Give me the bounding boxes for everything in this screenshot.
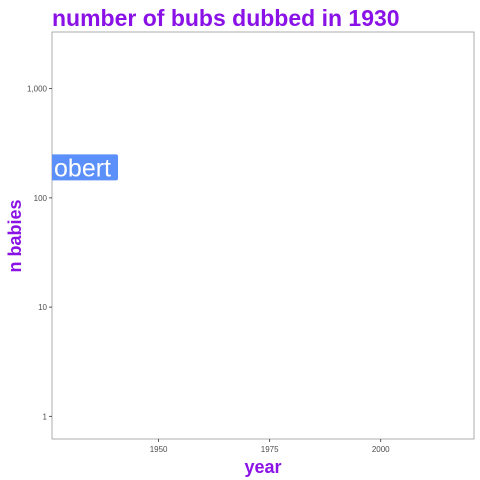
plot-panel: obert — [51, 31, 475, 440]
x-axis-title: year — [244, 457, 281, 477]
series-layer: obert — [52, 154, 118, 182]
panel-border — [51, 31, 475, 440]
x-tick-label: 2000 — [372, 445, 390, 454]
y-tick-label: 1 — [43, 412, 48, 421]
y-tick-label: 1,000 — [27, 85, 48, 94]
series-label: obert — [52, 154, 118, 182]
x-tick-label: 1975 — [261, 445, 279, 454]
y-axis: 1 10 100 1,000 — [27, 85, 52, 421]
chart-title: number of bubs dubbed in 1930 — [52, 5, 400, 31]
x-tick-label: 1950 — [150, 445, 168, 454]
series-label-text: obert — [54, 154, 111, 182]
x-axis: 1950 1975 2000 — [150, 439, 390, 454]
y-axis-title: n babies — [5, 199, 25, 272]
series-label-box — [52, 154, 118, 181]
y-tick-label: 100 — [34, 194, 48, 203]
y-tick-label: 10 — [38, 303, 47, 312]
